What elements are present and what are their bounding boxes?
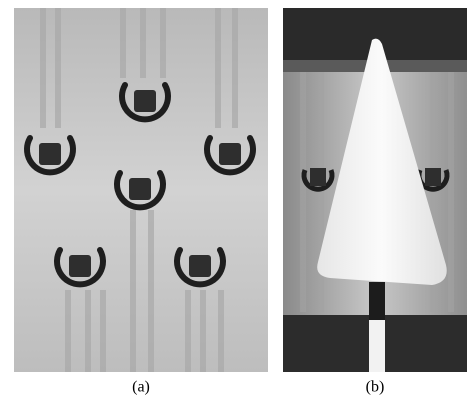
photo-b xyxy=(283,8,467,372)
photo-a xyxy=(14,8,268,372)
figure: (a) (b) xyxy=(0,0,469,400)
caption-b: (b) xyxy=(366,379,385,396)
caption-a: (a) xyxy=(132,379,150,396)
page: (a) (b) (() => { const data = JSON.parse… xyxy=(0,0,469,400)
